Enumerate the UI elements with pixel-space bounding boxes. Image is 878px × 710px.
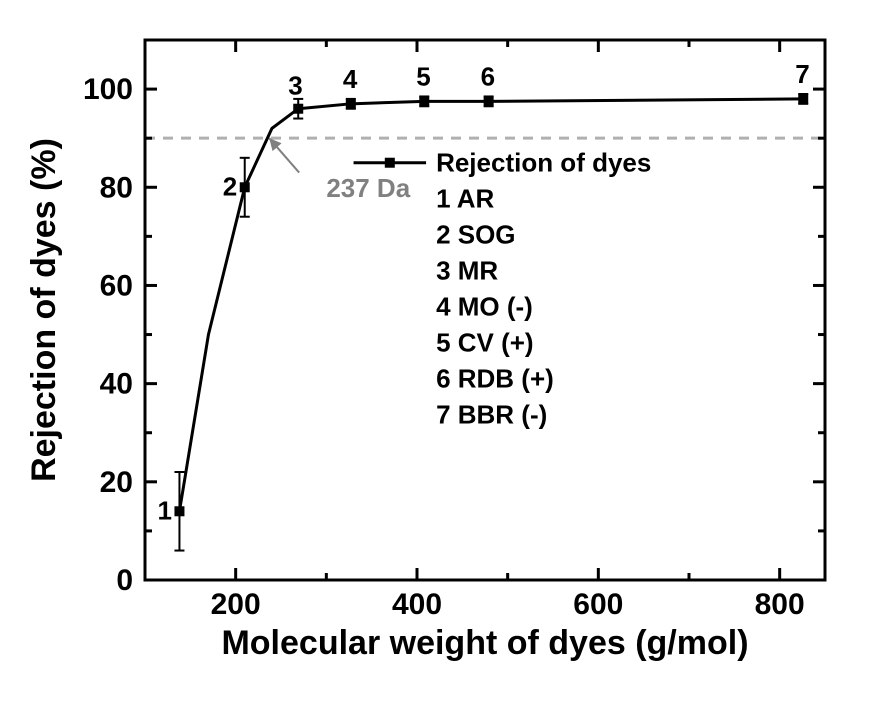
legend-title: Rejection of dyes [436,148,651,178]
y-tick-label: 20 [100,466,133,499]
legend-item: 6 RDB (+) [436,364,554,394]
data-marker [798,94,808,104]
x-tick-label: 400 [392,588,442,621]
point-label: 1 [157,495,171,525]
y-tick-label: 40 [100,368,133,401]
y-tick-label: 60 [100,269,133,302]
data-marker [484,96,494,106]
data-marker [240,182,250,192]
data-marker [346,99,356,109]
legend-item: 7 BBR (-) [436,400,547,430]
legend-item: 5 CV (+) [436,328,534,358]
point-label: 7 [795,59,809,89]
data-marker [419,96,429,106]
point-label: 3 [288,71,302,101]
point-label: 4 [343,64,358,94]
y-axis-label: Rejection of dyes (%) [25,138,63,482]
x-tick-label: 600 [573,588,623,621]
point-label: 2 [223,171,237,201]
data-marker [174,506,184,516]
legend-item: 2 SOG [436,220,515,250]
y-tick-label: 0 [116,564,133,597]
chart-svg: 200 400 600 800 0 20 40 60 80 100 Molecular weight… [0,0,878,710]
chart-container: 200 400 600 800 0 20 40 60 80 100 Molecular weight… [0,0,878,710]
data-marker [293,104,303,114]
point-label: 5 [416,61,430,91]
x-axis-label: Molecular weight of dyes (g/mol) [221,624,748,662]
legend-marker-sample [385,158,395,168]
point-label: 6 [481,61,495,91]
legend-item: 1 AR [436,184,494,214]
legend-item: 4 MO (-) [436,292,533,322]
y-tick-label: 100 [83,73,133,106]
x-tick-label: 800 [755,588,805,621]
legend-item: 3 MR [436,256,498,286]
annotation-text: 237 Da [326,173,410,203]
y-tick-label: 80 [100,171,133,204]
x-tick-label: 200 [211,588,261,621]
